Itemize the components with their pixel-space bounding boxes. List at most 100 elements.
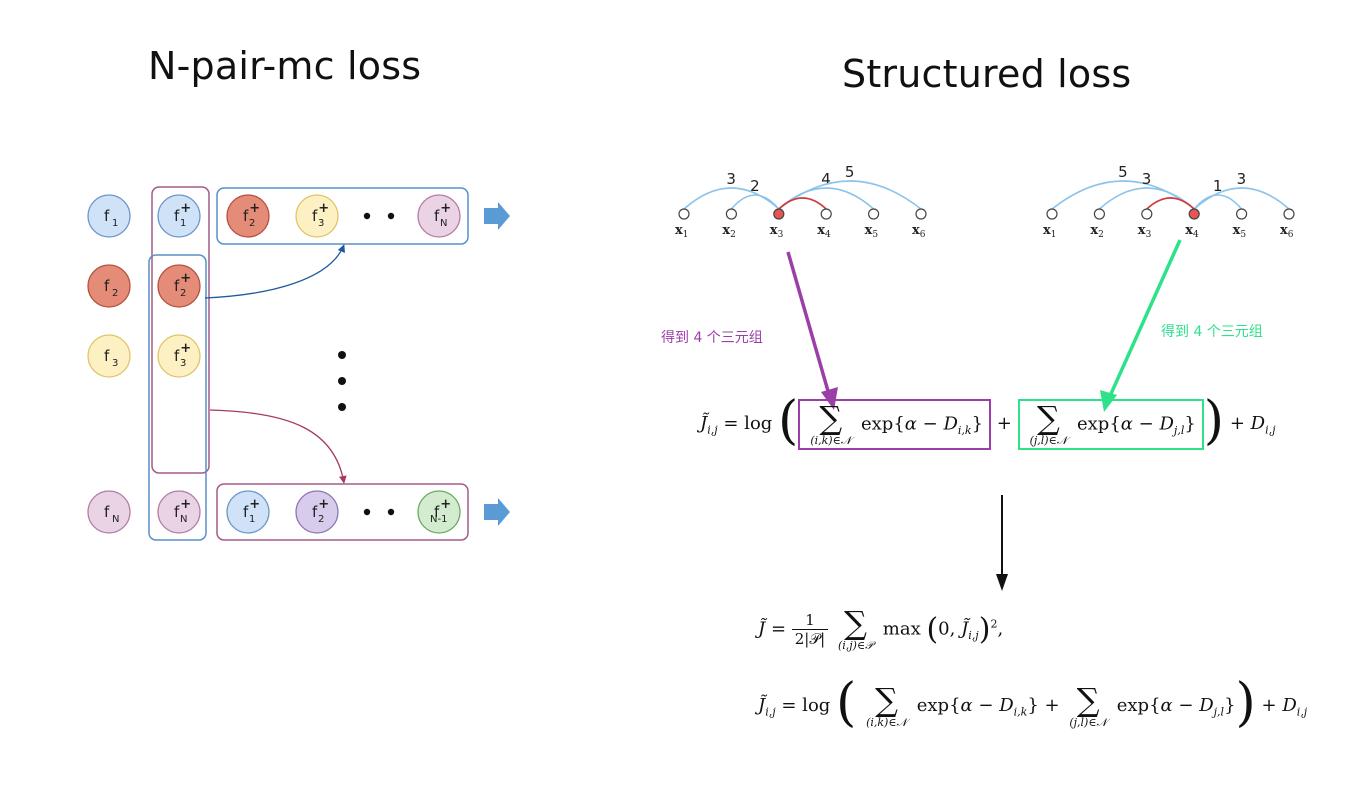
node-label-sub: N	[112, 514, 119, 525]
embedding-node: f+ 3	[295, 194, 339, 238]
sample-label: x4	[1185, 223, 1199, 240]
sample-label-sub: 1	[1051, 230, 1057, 240]
n-pair-mc-diagram: f 1f 2f 3f Nf+ 1f+ 2f+ 3f+ Nf+ 2 f+ 3 f+ Nf+ 1 f+ 2 f+ N-1	[87, 186, 510, 541]
sample-label-base: x	[1090, 223, 1098, 238]
negative-edge	[778, 180, 922, 210]
edge-weight: 4	[821, 170, 831, 188]
sample-label-sub: 2	[1098, 230, 1104, 240]
sample-label-base: x	[1185, 223, 1193, 238]
sample-label-base: x	[1280, 223, 1288, 238]
node-label: f+ 1	[174, 201, 191, 229]
edge-weight: 5	[1118, 163, 1128, 181]
node-label-sub: N-1	[430, 514, 447, 525]
sample-node	[915, 208, 927, 220]
sample-node	[1093, 208, 1106, 220]
sample-label: x5	[865, 223, 879, 240]
sample-node	[1046, 208, 1058, 220]
sample-label-sub: 3	[1146, 230, 1152, 240]
node-circle	[157, 334, 201, 378]
node-circle	[87, 194, 131, 238]
node-circle	[157, 264, 201, 308]
sample-label: x5	[1233, 223, 1247, 240]
node-label: f+ N-1	[430, 497, 451, 525]
edge-weight: 3	[1142, 170, 1152, 188]
node-label-base: f	[174, 503, 180, 521]
node-label-sub: 3	[112, 358, 118, 369]
arrow-green	[1108, 239, 1182, 397]
anchor-node	[773, 208, 785, 220]
sample-label-sub: 5	[1240, 230, 1246, 240]
vertical-ellipsis-dot	[338, 377, 346, 385]
sample-label-sub: 1	[683, 230, 689, 240]
node-circle	[87, 490, 131, 534]
arrow-right-icon	[484, 498, 510, 526]
sample-label-base: x	[770, 223, 778, 238]
anchor-node	[1188, 208, 1200, 220]
node-label-sup: +	[249, 201, 260, 216]
node-label-base: f	[174, 207, 180, 225]
sample-label-sub: 4	[1193, 230, 1199, 240]
embedding-node: f+ N	[157, 490, 201, 534]
sample-label-sub: 4	[825, 230, 831, 240]
embedding-node: f+ 2	[226, 194, 270, 238]
embedding-node: f+ 2	[295, 490, 339, 534]
edge-weight: 3	[1237, 170, 1247, 188]
sample-node	[867, 208, 880, 220]
sample-node	[1283, 208, 1295, 220]
negatives-box-top	[216, 187, 469, 245]
positive-group-box-purple	[151, 186, 210, 474]
node-label: f+ N	[174, 497, 191, 525]
node-label-base: f	[243, 503, 249, 521]
node-label-sub: 3	[318, 218, 324, 229]
node-label-sub: 1	[112, 218, 118, 229]
sample-label-base: x	[912, 223, 920, 238]
node-label-sub: 2	[318, 514, 324, 525]
vertical-ellipsis-dot	[338, 351, 346, 359]
node-label-sup: +	[180, 341, 191, 356]
positive-edge	[778, 197, 827, 210]
embedding-node: f+ 1	[157, 194, 201, 238]
sample-node	[725, 208, 738, 220]
negative-edge	[683, 187, 780, 210]
negative-edge	[1193, 187, 1290, 210]
sample-label: x6	[1280, 223, 1294, 240]
node-label-base: f	[104, 277, 110, 295]
node-label-base: f	[434, 207, 440, 225]
node-label-base: f	[174, 347, 180, 365]
node-label-sub: 1	[249, 514, 255, 525]
sample-node	[1235, 208, 1248, 220]
node-circle	[157, 490, 201, 534]
arrow-right-icon	[484, 202, 510, 230]
sample-label-base: x	[1043, 223, 1051, 238]
ellipsis-dot	[363, 508, 371, 516]
node-label-sub: 1	[180, 218, 186, 229]
node-label-sup: +	[440, 201, 451, 216]
positive-edge	[1146, 197, 1195, 210]
equation-boxed: J̃i,j = log (∑ (i,k)∈𝒩 exp{α − Di,k} + ∑(…	[700, 391, 1276, 451]
title-n-pair-mc-loss: N-pair-mc loss	[148, 44, 422, 88]
sample-label: x4	[817, 223, 831, 240]
node-label-sup: +	[318, 497, 329, 512]
note-triplets-left: 得到 4 个三元组	[661, 329, 763, 346]
node-label-sup: +	[180, 497, 191, 512]
node-label-sub: N	[180, 514, 187, 525]
sample-node	[1141, 208, 1153, 220]
node-circle	[226, 490, 270, 534]
sample-label: x2	[722, 223, 736, 240]
node-label-sub: 2	[180, 288, 186, 299]
sample-label-sub: 6	[1288, 230, 1294, 240]
embedding-node: f+ N	[417, 194, 461, 238]
ellipsis-dot	[387, 508, 395, 516]
node-circle	[226, 194, 270, 238]
embedding-node: f+ N-1	[417, 490, 461, 534]
sample-label-base: x	[675, 223, 683, 238]
sample-node	[820, 208, 832, 220]
edge-weight: 5	[845, 163, 855, 181]
